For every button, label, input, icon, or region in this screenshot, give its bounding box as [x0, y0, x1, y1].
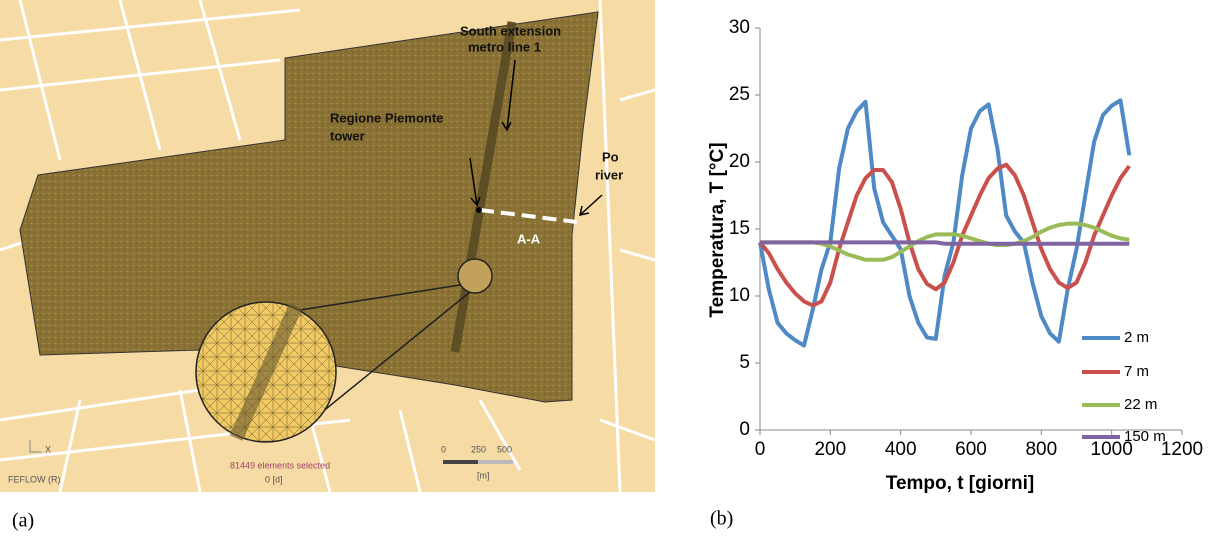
- y-tick-label: 25: [729, 84, 750, 105]
- map-label: metro line 1: [468, 39, 541, 54]
- zoom-line: [299, 291, 471, 431]
- x-tick-label: 1000: [1091, 439, 1133, 460]
- map-footer: 81449 elements selected: [230, 460, 330, 470]
- axis-icon: [29, 440, 42, 453]
- x-tick-label: 1200: [1161, 439, 1203, 460]
- map-panel: South extension metro line 1 Regione Pie…: [0, 0, 655, 492]
- arrows: [469, 59, 603, 216]
- scale-label: 250: [471, 444, 486, 454]
- legend-label: 150 m: [1124, 428, 1166, 445]
- map-label: A-A: [517, 231, 541, 246]
- map-label: Po: [602, 149, 619, 164]
- map-label: river: [595, 167, 623, 182]
- panel-label: (b): [710, 508, 733, 530]
- y-tick-label: 0: [739, 419, 750, 440]
- scale-bar: [443, 460, 478, 464]
- y-tick-label: 10: [729, 285, 750, 306]
- axis-label: X: [45, 444, 51, 454]
- scale-label: 0: [441, 444, 446, 454]
- x-tick-label: 200: [814, 439, 846, 460]
- y-axis-title: Temperatura, T [°C]: [707, 142, 728, 317]
- tower-point: [476, 207, 482, 213]
- panel-label: (a): [12, 510, 34, 532]
- map-label: Regione Piemonte: [330, 110, 443, 125]
- zoom-metro: [229, 303, 303, 441]
- x-axis-title: Tempo, t [giorni]: [886, 473, 1034, 494]
- legend-label: 22 m: [1124, 396, 1157, 413]
- x-tick-label: 400: [885, 439, 917, 460]
- x-tick-label: 0: [755, 439, 766, 460]
- x-tick-label: 800: [1025, 439, 1057, 460]
- y-tick-label: 15: [729, 218, 750, 239]
- y-tick-label: 30: [729, 17, 750, 38]
- map-label: tower: [330, 128, 365, 143]
- series-line: [758, 162, 1131, 308]
- y-tick-label: 5: [739, 352, 750, 373]
- legend-label: 2 m: [1124, 329, 1149, 346]
- zoom-spot: [457, 258, 493, 294]
- scale-bar: [478, 460, 513, 464]
- y-tick-label: 20: [729, 151, 750, 172]
- scale-label: 500: [497, 444, 512, 454]
- series-line: [760, 240, 1130, 246]
- zoom-line: [299, 284, 461, 311]
- map-label: South extension: [460, 23, 561, 38]
- map-footer: FEFLOW (R): [8, 474, 61, 484]
- legend-label: 7 m: [1124, 363, 1149, 380]
- scale-label: [m]: [477, 470, 490, 480]
- section-line: [479, 208, 578, 224]
- map-footer: 0 [d]: [265, 474, 283, 484]
- streets: [0, 0, 655, 492]
- x-tick-label: 600: [955, 439, 987, 460]
